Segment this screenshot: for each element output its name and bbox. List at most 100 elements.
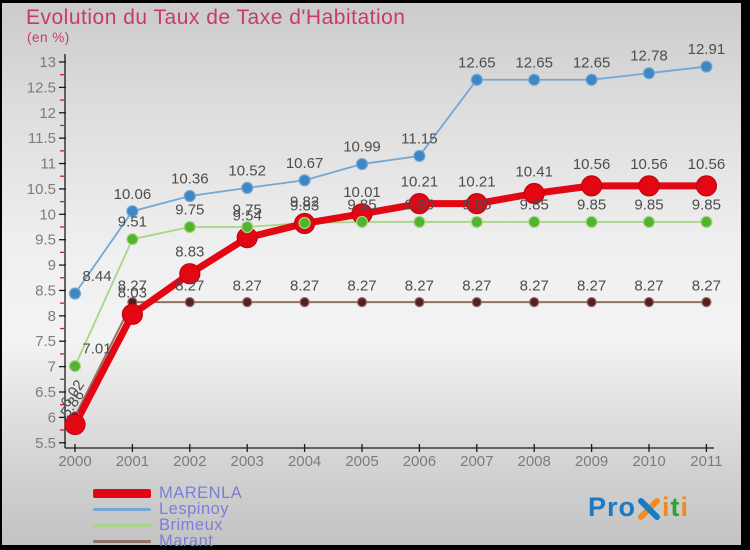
y-tick-label: 6: [48, 409, 56, 426]
data-point: [585, 215, 598, 229]
y-tick-label: 6.5: [35, 384, 56, 401]
point-label: 8.27: [462, 278, 491, 295]
x-tick-label: 2006: [403, 453, 436, 470]
data-point: [68, 360, 82, 373]
data-point: [64, 413, 86, 436]
series-line-marant: [74, 301, 708, 418]
chart-subtitle: (en %): [27, 30, 70, 45]
chart-canvas: 1312.51211.51110.5109.598.587.576.565.52…: [27, 41, 725, 470]
point-label: 9.54: [233, 208, 262, 225]
y-tick-label: 8: [48, 308, 56, 325]
logo-letter: r: [607, 492, 619, 522]
x-axis: 2000 2001 2002 2003 2004 2005 2006 2007 2008 2009…: [58, 444, 723, 470]
point-label: 9.75: [233, 202, 262, 219]
data-point: [528, 215, 541, 229]
point-label: 10.41: [515, 163, 553, 180]
legend-item-lespinoy: Lespinoy: [93, 501, 242, 517]
point-label: 9.85: [405, 196, 434, 213]
logo-letter: i: [680, 492, 690, 522]
point-label: 8.27: [405, 278, 434, 295]
point-label: 10.52: [228, 162, 266, 179]
point-label: 8.27: [577, 278, 606, 295]
point-label: 12.91: [688, 41, 726, 58]
point-label: 12.78: [630, 48, 668, 65]
data-point: [638, 175, 660, 197]
x-tick-label: 2010: [632, 453, 665, 470]
data-point: [242, 297, 253, 308]
point-label: 8.27: [347, 278, 376, 295]
point-label: 11.15: [401, 130, 437, 147]
data-point: [700, 60, 713, 73]
logo-letter: P: [588, 492, 608, 522]
data-point: [413, 215, 426, 229]
legend-label: Brimeux: [159, 516, 224, 534]
logo-letter: i: [662, 492, 671, 522]
point-label: 8.27: [175, 278, 204, 295]
data-point: [529, 297, 540, 308]
data-point: [642, 215, 656, 229]
x-tick-label: 2009: [575, 453, 608, 470]
series-markers-brimeux: [68, 215, 713, 373]
x-tick-label: 2001: [116, 453, 149, 470]
point-label: 10.21: [458, 174, 496, 191]
point-label: 10.21: [401, 174, 439, 191]
series-line-lespinoy: [74, 65, 708, 295]
point-label: 9.85: [634, 196, 663, 213]
point-label: 8.27: [290, 278, 319, 295]
y-tick-label: 13: [39, 54, 56, 71]
x-tick-label: 2007: [460, 453, 493, 470]
legend-swatch-marant: [93, 539, 151, 543]
point-label: 10.56: [630, 156, 668, 173]
point-label: 10.67: [286, 155, 324, 172]
chart-title: Evolution du Taux de Taxe d'Habitation: [26, 6, 406, 29]
chart-frame: Evolution du Taux de Taxe d'Habitation (…: [2, 3, 741, 549]
data-point: [121, 303, 143, 325]
data-point: [643, 297, 655, 308]
data-point: [466, 193, 488, 215]
point-label: 9.51: [118, 214, 147, 231]
point-label: 12.65: [458, 54, 496, 71]
y-axis: 13 12.5 12 11.5 11 10.5 10 9.5 9 8.5 8 7.5 7 6.5 6 5.5: [27, 54, 66, 452]
y-tick-label: 12: [39, 105, 56, 122]
point-label: 8.27: [118, 278, 147, 295]
x-tick-label: 2004: [288, 453, 321, 470]
data-point: [701, 297, 712, 308]
legend-label: MARENLA: [159, 484, 243, 502]
series-markers-marenla: [64, 175, 718, 436]
point-label: 10.56: [573, 156, 611, 173]
y-tick-label: 12.5: [27, 79, 56, 96]
x-tick-label: 2008: [518, 453, 551, 470]
data-point: [355, 215, 369, 229]
data-point: [179, 263, 201, 285]
point-label: 9.85: [692, 196, 721, 213]
y-tick-label: 8.5: [35, 282, 56, 299]
point-label: 10.56: [688, 156, 726, 173]
legend-swatch-lespinoy: [93, 507, 151, 511]
data-point: [241, 181, 254, 195]
data-point: [408, 193, 430, 215]
legend-label: Marant: [159, 532, 214, 550]
point-label: 8.03: [118, 284, 147, 301]
legend-swatch-brimeux: [93, 523, 151, 527]
data-point: [126, 205, 139, 218]
data-point: [126, 233, 139, 246]
point-label: 9.85: [347, 196, 376, 213]
x-tick-label: 2000: [58, 453, 91, 470]
legend-item-marant: Marant: [93, 533, 242, 549]
data-point: [298, 174, 311, 187]
point-label: 9.85: [577, 196, 606, 213]
logo-letter: t: [670, 492, 681, 522]
point-label: 9.85: [520, 196, 549, 213]
series-markers-lespinoy: [68, 60, 713, 300]
data-point: [586, 297, 597, 308]
data-point: [184, 297, 195, 308]
y-tick-label: 5.5: [35, 435, 56, 452]
point-label: 8.83: [175, 244, 204, 261]
point-label: 7.01: [82, 341, 111, 358]
point-label: 8.27: [692, 278, 721, 295]
data-point: [356, 297, 368, 308]
point-labels: 8.03 8.83 9.54 9.82 10.01 10.21 10.21 10.41 10.5…: [57, 41, 725, 421]
point-label: 10.99: [343, 139, 381, 156]
y-tick-label: 7: [48, 359, 56, 376]
